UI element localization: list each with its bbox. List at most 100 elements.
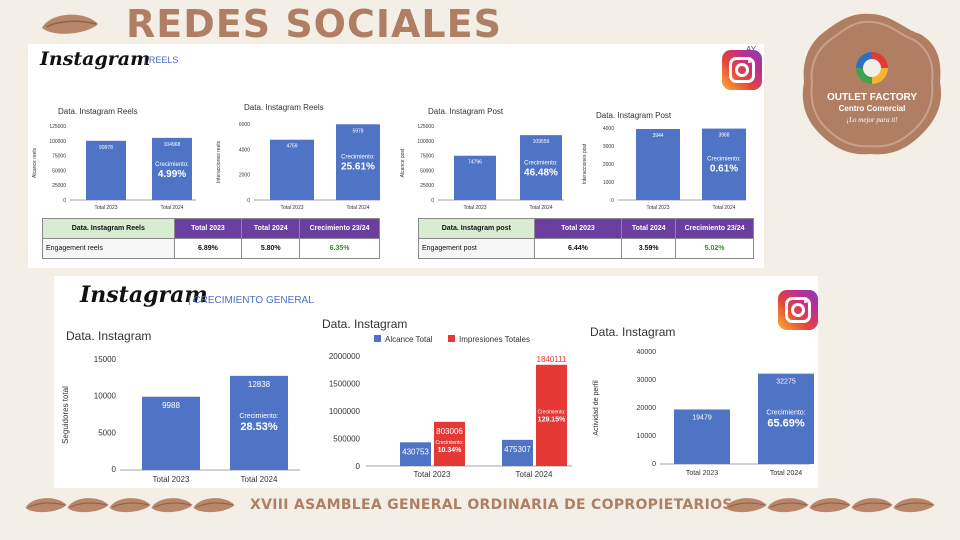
y-tick-label: 75000 [420, 154, 434, 160]
y-tick-label: 10000 [94, 392, 117, 401]
table-cell: Engagement reels [42, 238, 175, 259]
reels-post-panel: Instagram | REELS AY Data. Instagram Ree… [28, 44, 764, 268]
brand-subtitle: Centro Comercial [838, 104, 906, 113]
x-tick-label: Total 2023 [463, 205, 486, 211]
y-tick-label: 0 [652, 461, 656, 468]
chart-title: Data. Instagram Reels [244, 104, 324, 112]
table-header-cell: Crecimiento 23/24 [675, 218, 754, 239]
x-tick-label: Total 2023 [686, 470, 718, 477]
bar-value-label: 19479 [692, 414, 712, 421]
x-tick-label: Total 2024 [346, 205, 369, 211]
chart-title: Data. Instagram [66, 329, 151, 343]
growth-value: 46.48% [524, 167, 558, 178]
growth-value: 65.69% [767, 417, 805, 429]
x-tick-label: Total 2023 [94, 205, 117, 211]
leaf-vein [770, 502, 808, 508]
x-tick-label: Total 2024 [712, 205, 735, 211]
instagram-logo: Instagram [80, 282, 208, 308]
table-header-cell: Data. Instagram post [418, 218, 535, 239]
bar [536, 364, 567, 466]
leaf-icon [725, 498, 767, 513]
y-tick-label: 50000 [420, 168, 434, 174]
brand-logo-icon [856, 52, 888, 84]
y-tick-label: 6000 [239, 122, 250, 128]
instagram-icon [778, 290, 818, 330]
bar [434, 421, 465, 466]
table-header-cell: Crecimiento 23/24 [299, 218, 380, 239]
leaf-shape [151, 498, 193, 513]
y-tick-label: 4000 [239, 147, 250, 153]
bar-value-label: 104968 [164, 142, 181, 148]
y-axis-label: Alcance post [400, 148, 406, 177]
growth-value: 0.61% [710, 164, 738, 175]
instagram-logo: Instagram [40, 48, 151, 70]
growth-label: Crecimiento: [239, 413, 278, 420]
bar-value-label: 109559 [533, 139, 550, 145]
bar [674, 409, 730, 464]
bar [454, 155, 496, 200]
leaf-icon [767, 498, 809, 513]
growth-label: Crecimiento: [707, 157, 741, 163]
y-tick-label: 25000 [420, 183, 434, 189]
table-header-cell: Total 2023 [533, 218, 623, 239]
growth-value: 28.53% [240, 421, 278, 433]
leaf-icon [151, 498, 193, 513]
bar-value-label: 3944 [652, 133, 663, 139]
table-cell: 5.80% [241, 238, 301, 259]
bar-value-label: 475307 [504, 445, 531, 454]
growth-label: Crecimiento: [537, 409, 565, 415]
y-tick-label: 100000 [417, 139, 434, 145]
bar-value-label: 12838 [248, 380, 271, 389]
y-tick-label: 20000 [637, 405, 657, 412]
y-tick-label: 40000 [637, 349, 657, 356]
leaf-vein [70, 502, 108, 508]
x-tick-label: Total 2024 [516, 470, 553, 479]
growth-value: 25.61% [341, 161, 375, 172]
y-tick-label: 5000 [98, 428, 116, 437]
leaf-shape [109, 498, 151, 513]
chart-post-interactions: Data. Instagram Post Interacciones post 0 1… [582, 111, 746, 211]
legend-swatch [448, 335, 455, 342]
y-axis-label: Interacciones reels [216, 141, 222, 183]
legend-swatch [374, 335, 381, 342]
growth-label: Crecimiento: [766, 409, 805, 416]
brand-badge-shape [802, 13, 942, 155]
leaf-shape [193, 498, 235, 513]
table-cell: 6.44% [533, 238, 623, 259]
table-header-cell: Total 2024 [241, 218, 301, 239]
bar [270, 139, 314, 200]
chart-title: Data. Instagram [590, 326, 675, 339]
y-tick-label: 500000 [333, 435, 360, 444]
bar-value-label: 803006 [436, 427, 463, 436]
bar-value-label: 430753 [402, 447, 429, 456]
chart-profile-activity: Data. Instagram Actividad de perfil 0 10000… [590, 326, 814, 477]
leaf-icon [193, 498, 235, 513]
brand-badge: OUTLET FACTORY Centro Comercial ¡Lo mejo… [798, 10, 946, 158]
general-growth-panel: Instagram | CRECIMIENTO GENERAL Data. In… [54, 276, 818, 488]
x-tick-label: Total 2024 [241, 475, 278, 484]
footer-text: XVIII ASAMBLEA GENERAL ORDINARIA DE COPR… [250, 497, 733, 513]
table-engagement-reels: Data. Instagram Reels Total 2023 Total 2… [42, 218, 380, 259]
table-header-row: Data. Instagram post Total 2023 Total 20… [418, 218, 754, 239]
x-tick-label: Total 2024 [529, 205, 552, 211]
brand-tagline: ¡Lo mejor para ti! [846, 116, 898, 124]
table-header-cell: Total 2023 [173, 218, 243, 239]
leaf-icon [67, 498, 109, 513]
leaf-icon [109, 498, 151, 513]
leaf-vein [896, 502, 934, 508]
growth-label: Crecimiento: [435, 440, 463, 446]
bar [520, 135, 562, 200]
x-tick-label: Total 2023 [646, 205, 669, 211]
table-cell: Engagement post [418, 238, 535, 259]
corner-mark: AY [746, 45, 756, 54]
chart-reels-reach: Data. Instagram Reels Alcance reels 0 25000… [32, 107, 196, 211]
y-tick-label: 2000 [603, 162, 614, 168]
y-axis-label: Alcance reels [32, 147, 38, 178]
y-axis-label: Actividad de perfil [593, 380, 600, 436]
chart-post-reach: Data. Instagram Post Alcance post 0 25000 50… [400, 107, 564, 211]
table-header-cell: Total 2024 [621, 218, 677, 239]
y-tick-label: 4000 [603, 126, 614, 132]
chart-title: Data. Instagram Post [596, 111, 672, 120]
x-tick-label: Total 2024 [160, 205, 183, 211]
bar [86, 140, 126, 200]
